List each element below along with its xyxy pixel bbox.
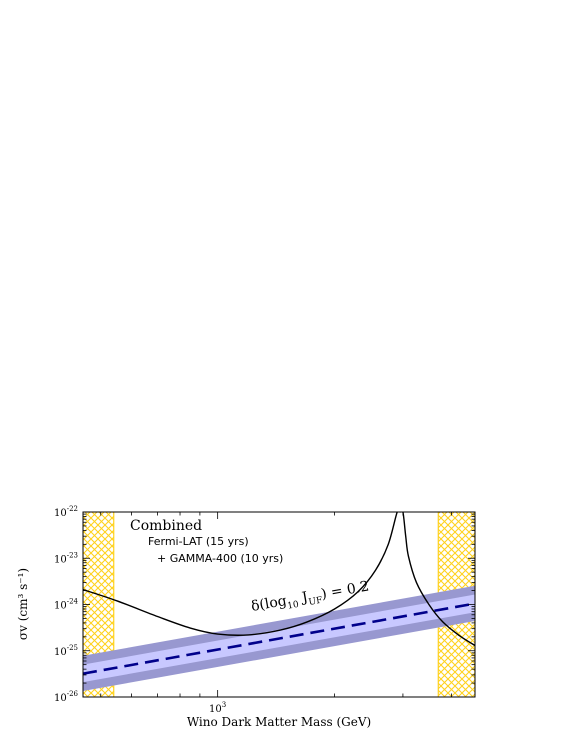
y-tick-label: 10-24 bbox=[54, 598, 79, 612]
y-tick-label: 10-23 bbox=[54, 551, 78, 565]
annotation-combined: Combined bbox=[130, 518, 202, 534]
y-axis-title: σv (cm³ s⁻¹) bbox=[16, 568, 30, 640]
y-tick-labels: 10-26 10-25 10-24 10-23 10-22 bbox=[54, 505, 79, 704]
x-tick-labels: 103 bbox=[209, 701, 226, 715]
y-tick-label: 10-25 bbox=[54, 644, 78, 658]
wino-cross-section-curve bbox=[83, 512, 475, 647]
plot-area bbox=[83, 512, 475, 697]
y-tick-label: 10-22 bbox=[54, 505, 78, 519]
y-tick-label: 10-26 bbox=[54, 690, 79, 704]
x-tick-label: 103 bbox=[209, 701, 226, 715]
annotation-fermi: Fermi-LAT (15 yrs) bbox=[148, 535, 249, 548]
dashed-limit-line bbox=[83, 602, 475, 675]
x-axis-title: Wino Dark Matter Mass (GeV) bbox=[187, 715, 371, 729]
axis-ticks bbox=[83, 511, 475, 698]
annotation-gamma: + GAMMA-400 (10 yrs) bbox=[157, 552, 283, 565]
annotation-delta-log: δ(log10 JUF) = 0.2 bbox=[250, 578, 371, 617]
